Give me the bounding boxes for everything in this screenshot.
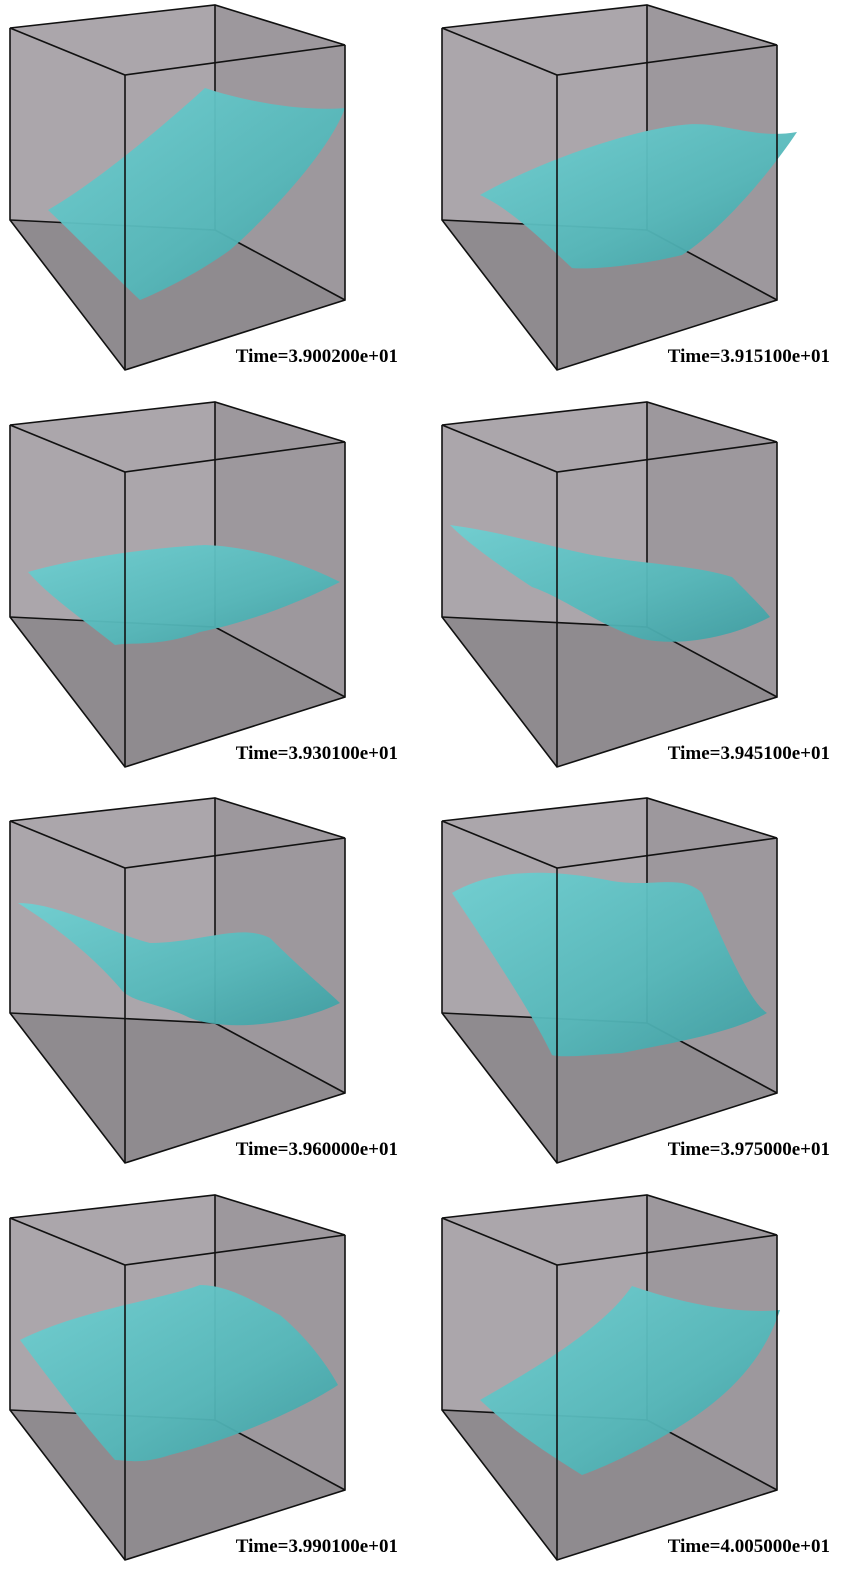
time-label: Time=3.945100e+01 xyxy=(668,743,830,764)
time-label: Time=3.900200e+01 xyxy=(236,346,398,367)
panel: Time=3.945100e+01 xyxy=(442,402,830,767)
panel: Time=4.005000e+01 xyxy=(442,1195,830,1560)
panel: Time=3.975000e+01 xyxy=(442,798,830,1163)
panel: Time=3.915100e+01 xyxy=(442,5,830,370)
time-label: Time=3.930100e+01 xyxy=(236,743,398,764)
panel: Time=3.930100e+01 xyxy=(10,402,398,767)
panel: Time=3.960000e+01 xyxy=(10,798,398,1163)
panel: Time=3.900200e+01 xyxy=(10,5,398,370)
time-label: Time=3.960000e+01 xyxy=(236,1139,398,1160)
time-label: Time=4.005000e+01 xyxy=(668,1536,830,1557)
time-label: Time=3.990100e+01 xyxy=(236,1536,398,1557)
panel: Time=3.990100e+01 xyxy=(10,1195,398,1560)
time-label: Time=3.915100e+01 xyxy=(668,346,830,367)
figure: Time=3.900200e+01 Time=3.915100e+01 Time=3… xyxy=(0,0,841,1585)
time-label: Time=3.975000e+01 xyxy=(668,1139,830,1160)
